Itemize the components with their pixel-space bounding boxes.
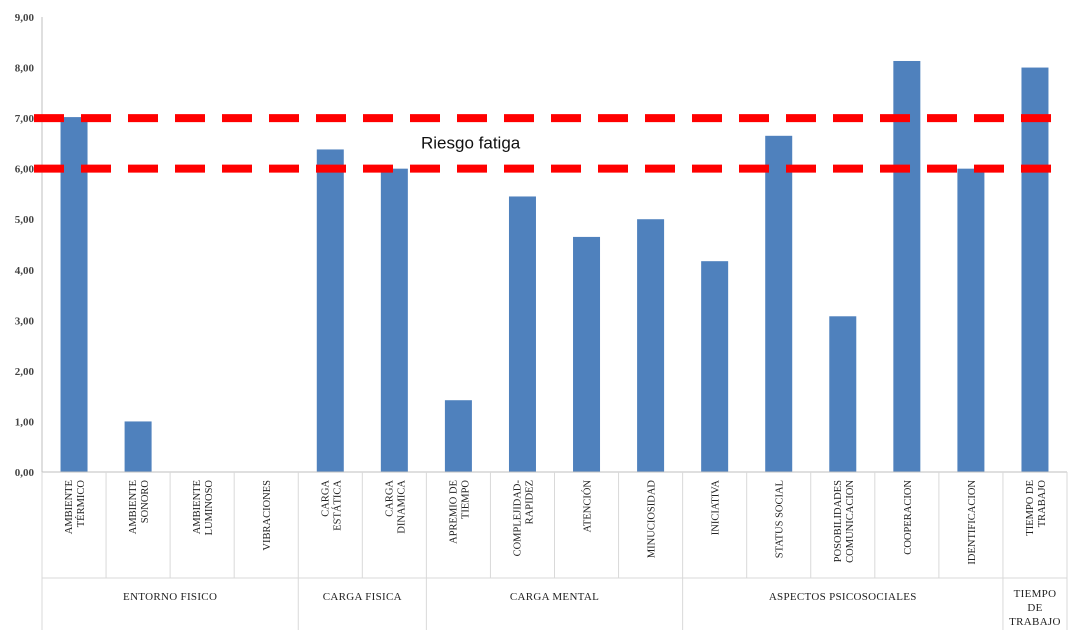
bars (60, 60, 1049, 473)
y-axis: 0,00 1,00 2,00 3,00 4,00 5,00 6,00 7,00 8,00 9,00 (15, 12, 43, 479)
reference-lines: Riesgo fatiga (34, 114, 1057, 173)
group-label: TIEMPO (1014, 588, 1057, 600)
bar (637, 219, 665, 472)
bar (380, 168, 408, 472)
bar (508, 196, 536, 472)
y-tick-label: 4,00 (15, 265, 35, 277)
y-tick-label: 2,00 (15, 366, 35, 378)
bar (1021, 67, 1049, 473)
x-tick-label: ESTÁTICA (331, 480, 343, 531)
bar (60, 117, 88, 472)
bar (957, 168, 985, 472)
x-tick-label: ATENCIÓN (582, 480, 594, 533)
x-tick-label: POSOBILIDADES (833, 480, 844, 562)
x-tick-label: SONORO (140, 480, 151, 524)
y-tick-label: 6,00 (15, 164, 35, 176)
x-tick-label: MINUCIOSIDAD (647, 480, 658, 559)
y-tick-label: 1,00 (15, 416, 35, 428)
x-tick-label: RAPIDEZ (524, 480, 535, 524)
bar (444, 400, 472, 472)
x-tick-label: TIEMPO DE (1025, 480, 1036, 536)
y-tick-label: 7,00 (15, 113, 35, 125)
x-tick-label: COMUNICACION (845, 480, 856, 563)
y-tick-label: 9,00 (15, 12, 35, 24)
x-axis: AMBIENTE TÉRMICO AMBIENTE SONORO AMBIENTE LUM… (41, 471, 1068, 630)
x-tick-label: CARGA (320, 480, 331, 517)
group-label: TRABAJO (1009, 616, 1061, 628)
x-tick-label: DINAMICA (396, 480, 407, 534)
y-tick-label: 5,00 (15, 214, 35, 226)
x-tick-label: TÉRMICO (75, 480, 87, 528)
x-tick-label: TRABAJO (1037, 480, 1048, 528)
x-tick-label: STATUS SOCIAL (775, 480, 786, 558)
x-tick-label: AMBIENTE (128, 480, 139, 534)
bar (124, 421, 152, 472)
group-label: DE (1027, 602, 1042, 614)
x-tick-label: IDENTIFICACION (967, 480, 978, 565)
bar (701, 261, 729, 472)
x-tick-label: COOPERACION (903, 480, 914, 555)
bar (316, 149, 344, 472)
y-tick-label: 8,00 (15, 63, 35, 75)
x-tick-label: INICIATIVA (711, 480, 722, 536)
bar (829, 316, 857, 472)
x-tick-label: APREMIO DE (448, 480, 459, 544)
x-tick-label: AMBIENTE (64, 480, 75, 534)
y-tick-label: 3,00 (15, 315, 35, 327)
x-tick-label: LUMINOSO (204, 480, 215, 536)
group-label: ASPECTOS PSICOSOCIALES (769, 591, 917, 603)
x-tick-label: AMBIENTE (192, 480, 203, 534)
x-tick-label: TIEMPO (460, 480, 471, 520)
group-label: ENTORNO FISICO (123, 591, 217, 603)
x-tick-label: VIBRACIONES (262, 480, 273, 551)
group-label: CARGA MENTAL (510, 591, 599, 603)
group-label: CARGA FISICA (323, 591, 402, 603)
bar (573, 236, 601, 472)
x-tick-label: COMPLEJIDAD- (512, 480, 523, 557)
bar (893, 60, 921, 472)
bar (765, 135, 793, 473)
x-tick-label: CARGA (384, 480, 395, 517)
annotation-label: Riesgo fatiga (421, 133, 521, 152)
y-tick-label: 0,00 (15, 467, 35, 479)
